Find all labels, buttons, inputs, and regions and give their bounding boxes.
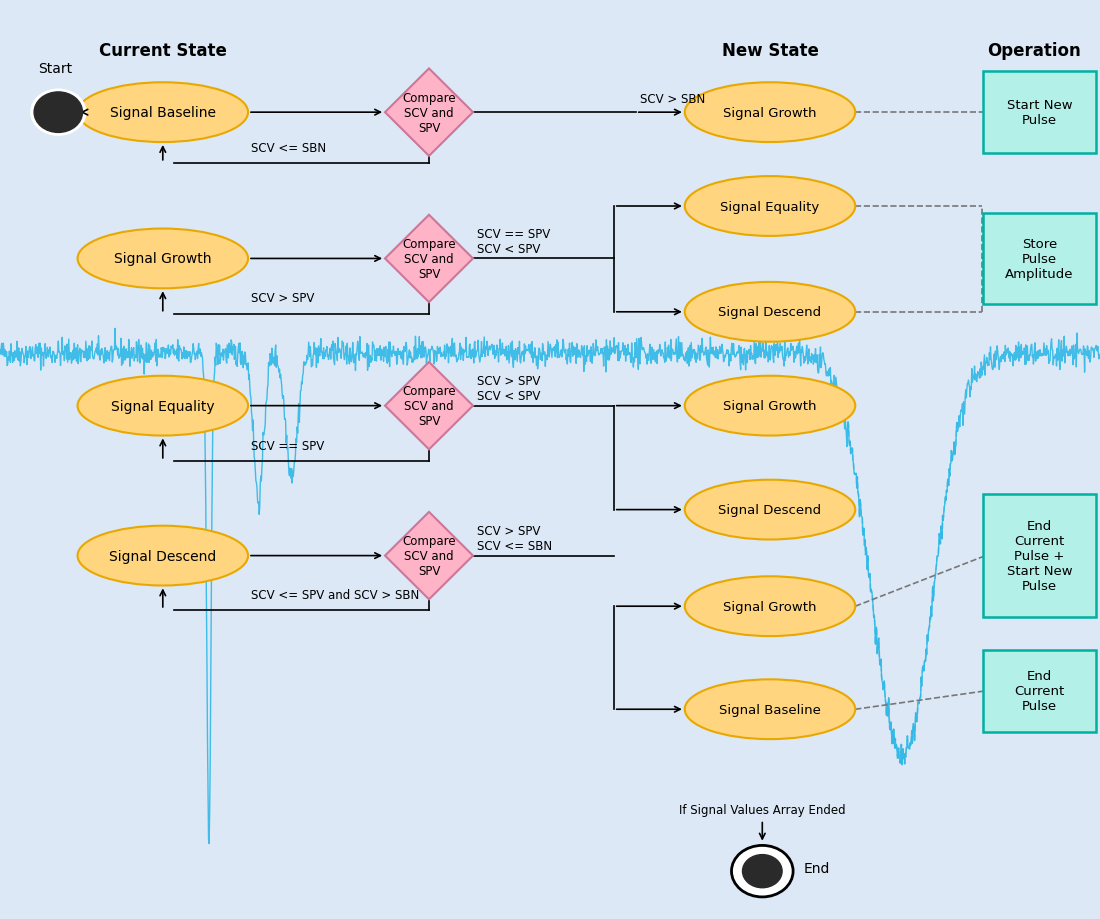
Text: Signal Descend: Signal Descend xyxy=(718,504,822,516)
Text: SCV == SPV: SCV == SPV xyxy=(251,439,324,452)
Ellipse shape xyxy=(77,377,248,436)
Text: End
Current
Pulse +
Start New
Pulse: End Current Pulse + Start New Pulse xyxy=(1006,519,1072,593)
Text: End
Current
Pulse: End Current Pulse xyxy=(1014,670,1065,712)
Text: SCV <= SBN: SCV <= SBN xyxy=(251,142,326,154)
FancyBboxPatch shape xyxy=(983,214,1096,305)
Circle shape xyxy=(31,90,86,136)
Text: Compare
SCV and
SPV: Compare SCV and SPV xyxy=(403,535,455,577)
Text: Signal Equality: Signal Equality xyxy=(111,399,214,414)
Text: Store
Pulse
Amplitude: Store Pulse Amplitude xyxy=(1005,238,1074,280)
Text: Signal Baseline: Signal Baseline xyxy=(719,703,821,716)
Ellipse shape xyxy=(684,480,856,539)
Ellipse shape xyxy=(684,377,856,436)
Ellipse shape xyxy=(684,84,856,142)
Text: Current State: Current State xyxy=(99,41,227,60)
Text: SCV == SPV
SCV < SPV: SCV == SPV SCV < SPV xyxy=(477,228,551,255)
Text: Compare
SCV and
SPV: Compare SCV and SPV xyxy=(403,238,455,280)
Text: Signal Descend: Signal Descend xyxy=(718,306,822,319)
Ellipse shape xyxy=(684,283,856,342)
Text: Start: Start xyxy=(37,62,73,76)
Polygon shape xyxy=(385,216,473,303)
Text: SCV > SBN: SCV > SBN xyxy=(640,93,705,106)
Text: Signal Descend: Signal Descend xyxy=(109,549,217,563)
FancyBboxPatch shape xyxy=(983,651,1096,732)
Polygon shape xyxy=(385,513,473,600)
Text: Start New
Pulse: Start New Pulse xyxy=(1006,99,1072,127)
Text: Signal Equality: Signal Equality xyxy=(720,200,820,213)
Text: SCV > SPV
SCV < SPV: SCV > SPV SCV < SPV xyxy=(477,375,541,403)
Text: Operation: Operation xyxy=(987,41,1081,60)
Text: SCV > SPV: SCV > SPV xyxy=(251,292,315,305)
Ellipse shape xyxy=(77,229,248,289)
Text: Signal Growth: Signal Growth xyxy=(724,400,816,413)
Text: SCV <= SPV and SCV > SBN: SCV <= SPV and SCV > SBN xyxy=(251,588,419,601)
Text: If Signal Values Array Ended: If Signal Values Array Ended xyxy=(679,803,846,816)
Text: Signal Growth: Signal Growth xyxy=(114,252,211,267)
Text: Signal Growth: Signal Growth xyxy=(724,107,816,119)
Ellipse shape xyxy=(684,577,856,636)
Ellipse shape xyxy=(77,526,248,586)
Text: End: End xyxy=(804,861,830,876)
Polygon shape xyxy=(385,362,473,449)
Text: Signal Growth: Signal Growth xyxy=(724,600,816,613)
Text: New State: New State xyxy=(722,41,818,60)
Polygon shape xyxy=(385,70,473,156)
Text: Signal Baseline: Signal Baseline xyxy=(110,106,216,120)
Ellipse shape xyxy=(77,84,248,142)
Circle shape xyxy=(732,845,793,897)
FancyBboxPatch shape xyxy=(983,73,1096,153)
Text: Compare
SCV and
SPV: Compare SCV and SPV xyxy=(403,92,455,134)
Ellipse shape xyxy=(684,176,856,236)
FancyBboxPatch shape xyxy=(983,494,1096,618)
Text: SCV > SPV
SCV <= SBN: SCV > SPV SCV <= SBN xyxy=(477,525,552,552)
Circle shape xyxy=(742,855,782,888)
Ellipse shape xyxy=(684,680,856,739)
Circle shape xyxy=(34,93,82,133)
Text: Compare
SCV and
SPV: Compare SCV and SPV xyxy=(403,385,455,427)
